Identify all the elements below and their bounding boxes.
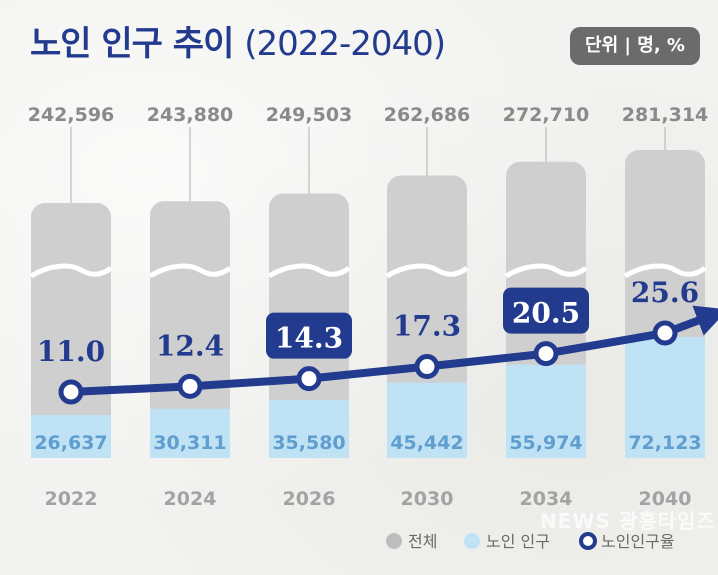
unit-badge: 단위 | 명, % <box>570 27 700 65</box>
axis-break-wave <box>148 263 232 279</box>
rate-value-label: 17.3 <box>393 310 461 343</box>
elderly-value-label: 72,123 <box>628 432 701 454</box>
rate-value-label: 14.3 <box>275 322 343 355</box>
rate-point <box>414 354 440 380</box>
total-value-label: 249,503 <box>266 104 353 126</box>
rate-value-label: 20.5 <box>512 297 580 330</box>
axis-break-wave <box>29 263 113 279</box>
axis-break-wave <box>267 263 351 279</box>
year-label: 2040 <box>639 488 692 510</box>
title-years: (2022-2040) <box>244 24 446 64</box>
title-main: 노인 인구 추이 <box>30 24 234 64</box>
legend-elderly-swatch <box>464 533 480 549</box>
year-label: 2026 <box>283 488 336 510</box>
elderly-bar <box>506 364 586 458</box>
rate-label-box <box>503 287 589 334</box>
year-label: 2024 <box>164 488 217 510</box>
elderly-value-label: 55,974 <box>509 432 582 454</box>
total-value-label: 281,314 <box>622 104 709 126</box>
legend-rate-swatch <box>579 532 597 550</box>
elderly-value-label: 26,637 <box>34 432 107 454</box>
axis-break-wave <box>504 263 588 279</box>
chart-title: 노인 인구 추이 (2022-2040) <box>30 16 446 65</box>
total-value-label: 242,596 <box>28 104 115 126</box>
elderly-bar <box>269 399 349 458</box>
watermark: NEWS 광흥타임즈 <box>540 509 716 533</box>
total-value-label: 272,710 <box>503 104 590 126</box>
elderly-bar <box>625 337 705 458</box>
elderly-value-label: 35,580 <box>272 432 345 454</box>
elderly-value-label: 45,442 <box>390 432 463 454</box>
rate-point <box>177 373 203 399</box>
year-label: 2022 <box>45 488 98 510</box>
elderly-bar <box>150 408 230 458</box>
axis-break-wave <box>385 263 469 279</box>
rate-point <box>296 366 322 392</box>
legend-total-swatch <box>386 533 402 549</box>
rate-point <box>533 341 559 367</box>
legend-total-label: 전체 <box>408 532 437 551</box>
elderly-value-label: 30,311 <box>153 432 226 454</box>
rate-value-label: 11.0 <box>37 335 105 368</box>
rate-label-box <box>266 312 352 359</box>
legend-elderly-label: 노인 인구 <box>486 532 550 551</box>
year-label: 2030 <box>401 488 454 510</box>
axis-break-wave <box>623 263 707 279</box>
year-label: 2034 <box>520 488 573 510</box>
rate-point <box>58 379 84 405</box>
legend-rate-label: 노인인구율 <box>601 532 675 551</box>
rate-value-label: 25.6 <box>631 276 699 309</box>
rate-point <box>652 320 678 346</box>
total-value-label: 262,686 <box>384 104 471 126</box>
rate-value-label: 12.4 <box>156 329 224 362</box>
elderly-bar <box>387 382 467 458</box>
total-value-label: 243,880 <box>147 104 234 126</box>
elderly-bar <box>31 415 111 458</box>
